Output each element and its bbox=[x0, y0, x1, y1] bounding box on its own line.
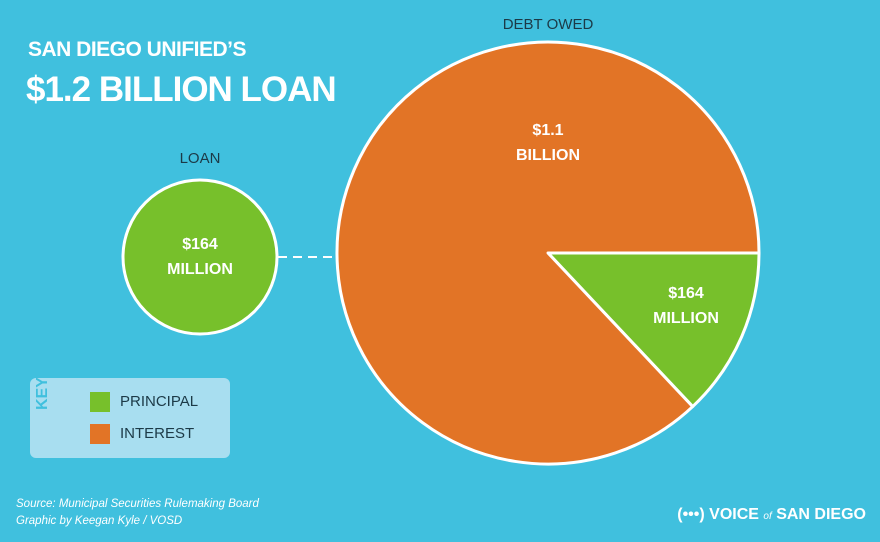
pie-slice bbox=[546, 251, 761, 409]
logo-text: VOICE bbox=[709, 506, 759, 523]
logo: (•••) VOICE of SAN DIEGO bbox=[677, 506, 866, 524]
source: Source: Municipal Securities Rulemaking … bbox=[16, 498, 259, 510]
pie-slice bbox=[335, 40, 761, 466]
data-label: $1.1 BILLION bbox=[516, 122, 580, 164]
title-line: SAN DIEGO UNIFIED’S bbox=[28, 38, 247, 61]
data-label: $164 MILLION bbox=[653, 285, 719, 327]
pie-slice bbox=[121, 178, 279, 336]
legend-label: PRINCIPAL bbox=[120, 393, 199, 410]
legend-swatch bbox=[90, 392, 110, 412]
credit: Graphic by Keegan Kyle / VOSD bbox=[16, 515, 183, 527]
title: $1.2 BILLION LOAN bbox=[26, 70, 337, 109]
logo-text: SAN DIEGO bbox=[776, 506, 866, 523]
legend-label: INTEREST bbox=[120, 425, 195, 442]
legend-title: KEY bbox=[34, 377, 51, 410]
legend-box bbox=[30, 378, 230, 458]
logo-mark: (•••) bbox=[677, 506, 705, 523]
legend-swatch bbox=[90, 424, 110, 444]
data-label: $164 MILLION bbox=[167, 236, 233, 278]
logo-text: of bbox=[763, 511, 772, 522]
chart-title: LOAN bbox=[179, 150, 221, 167]
chart-title: DEBT OWED bbox=[502, 16, 594, 33]
